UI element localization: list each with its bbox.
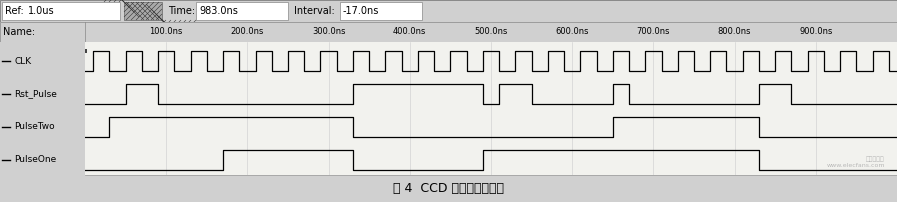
Text: Ref:: Ref: bbox=[5, 6, 23, 16]
Text: 600.0ns: 600.0ns bbox=[555, 27, 589, 37]
Bar bbox=[340, 2, 422, 20]
Bar bbox=[2, 2, 120, 20]
Text: PulseOne: PulseOne bbox=[14, 155, 57, 164]
Text: 图 4  CCD 驱动时序仿真图: 图 4 CCD 驱动时序仿真图 bbox=[393, 182, 504, 195]
Text: 1.0us: 1.0us bbox=[28, 6, 55, 16]
Text: Rst_Pulse: Rst_Pulse bbox=[14, 89, 57, 99]
Text: Interval:: Interval: bbox=[294, 6, 335, 16]
Bar bbox=[196, 2, 288, 20]
Text: 100.0ns: 100.0ns bbox=[150, 27, 183, 37]
Bar bbox=[2, 187, 10, 190]
Text: PulseTwo: PulseTwo bbox=[14, 122, 55, 132]
Text: 800.0ns: 800.0ns bbox=[718, 27, 752, 37]
Text: 500.0ns: 500.0ns bbox=[475, 27, 508, 37]
Text: CLK: CLK bbox=[14, 57, 31, 66]
Text: 300.0ns: 300.0ns bbox=[312, 27, 345, 37]
Bar bbox=[124, 2, 162, 20]
Text: Time:: Time: bbox=[168, 6, 196, 16]
Text: -17.0ns: -17.0ns bbox=[343, 6, 379, 16]
Text: 900.0ns: 900.0ns bbox=[799, 27, 832, 37]
Text: 983.0ns: 983.0ns bbox=[199, 6, 238, 16]
Text: 700.0ns: 700.0ns bbox=[637, 27, 670, 37]
Text: 200.0ns: 200.0ns bbox=[231, 27, 264, 37]
Text: 电子发烧友
www.elecfans.com: 电子发烧友 www.elecfans.com bbox=[826, 156, 884, 168]
Text: 400.0ns: 400.0ns bbox=[393, 27, 426, 37]
Text: Name:: Name: bbox=[3, 27, 35, 37]
